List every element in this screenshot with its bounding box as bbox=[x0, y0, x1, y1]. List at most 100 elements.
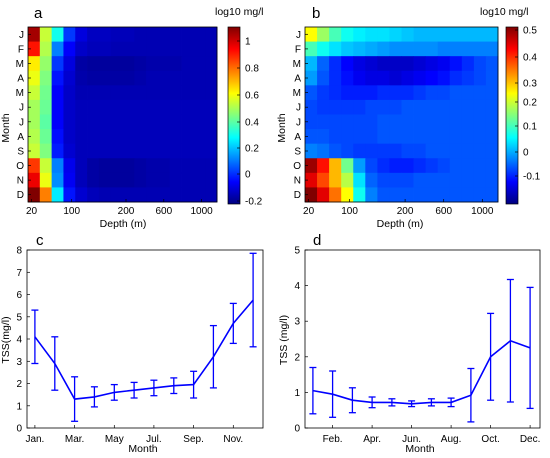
x-tick-label: 200 bbox=[118, 206, 135, 217]
row-tick-label: S bbox=[294, 147, 301, 158]
heatmap-cell bbox=[157, 172, 171, 188]
heatmap-cell bbox=[305, 172, 318, 188]
heatmap-cell bbox=[473, 99, 487, 115]
heatmap-cell bbox=[305, 158, 318, 174]
heatmap-cell bbox=[169, 70, 182, 86]
heatmap-cell bbox=[98, 56, 112, 72]
row-tick-label: M bbox=[16, 88, 24, 99]
x-tick-label: Apr. bbox=[363, 434, 381, 445]
row-tick-label: J bbox=[296, 30, 301, 41]
heatmap-cell bbox=[110, 158, 123, 174]
panel-c-x-ticks: Jan. Mar. May Jul. Sep. Nov. bbox=[25, 425, 243, 445]
heatmap-cell bbox=[305, 187, 318, 203]
heatmap-cell bbox=[485, 56, 499, 72]
heatmap-cell bbox=[169, 99, 182, 115]
heatmap-cell bbox=[449, 114, 463, 130]
heatmap-cell bbox=[413, 70, 427, 86]
heatmap-cell bbox=[28, 158, 41, 174]
heatmap-cell bbox=[63, 99, 76, 115]
heatmap-cell bbox=[146, 143, 159, 159]
heatmap-cell bbox=[413, 56, 427, 72]
heatmap-cell bbox=[425, 129, 439, 145]
y-tick-label: 4 bbox=[16, 335, 22, 346]
heatmap-cell bbox=[28, 56, 41, 72]
colorbar-tick-label: -0.1 bbox=[523, 172, 541, 183]
heatmap-cell bbox=[134, 85, 147, 101]
heatmap-cell bbox=[341, 158, 354, 174]
heatmap-cell bbox=[157, 158, 171, 174]
heatmap-cell bbox=[317, 129, 330, 145]
heatmap-cell bbox=[485, 114, 499, 130]
row-tick-label: D bbox=[17, 190, 24, 201]
heatmap-cell bbox=[63, 114, 76, 130]
heatmap-cell bbox=[473, 129, 487, 145]
colorbar-tick-label: 0.6 bbox=[245, 91, 259, 102]
heatmap-cell bbox=[39, 27, 53, 42]
heatmap-cell bbox=[449, 143, 463, 159]
heatmap-cell bbox=[485, 158, 499, 174]
heatmap-cell bbox=[353, 27, 366, 42]
row-tick-label: J bbox=[19, 103, 24, 114]
heatmap-cell bbox=[98, 70, 112, 86]
row-tick-label: O bbox=[293, 161, 301, 172]
heatmap-cell bbox=[485, 85, 499, 101]
colorbar-tick-label: 0 bbox=[523, 148, 529, 159]
heatmap-cell bbox=[28, 187, 41, 203]
heatmap-cell bbox=[39, 158, 53, 174]
x-tick-label: 1000 bbox=[471, 206, 494, 217]
heatmap-cell bbox=[341, 41, 354, 57]
heatmap-cell bbox=[39, 172, 53, 188]
heatmap-cell bbox=[134, 56, 147, 72]
heatmap-cell bbox=[413, 41, 427, 57]
heatmap-cell bbox=[389, 172, 402, 188]
heatmap-cell bbox=[193, 158, 206, 174]
y-tick-label: 1 bbox=[16, 401, 22, 412]
heatmap-cell bbox=[181, 70, 194, 86]
heatmap-cell bbox=[75, 70, 88, 86]
heatmap-cell bbox=[51, 41, 64, 57]
heatmap-cell bbox=[389, 85, 402, 101]
row-tick-label: M bbox=[16, 59, 24, 70]
heatmap-cell bbox=[205, 85, 218, 101]
heatmap-cell bbox=[401, 27, 414, 42]
heatmap-cell bbox=[341, 187, 354, 203]
heatmap-cell bbox=[110, 129, 123, 145]
heatmap-cell bbox=[193, 27, 206, 42]
heatmap-cell bbox=[449, 85, 463, 101]
heatmap-cell bbox=[75, 158, 88, 174]
heatmap-cell bbox=[485, 99, 499, 115]
heatmap-cell bbox=[449, 129, 463, 145]
heatmap-cell bbox=[473, 187, 487, 203]
heatmap-cell bbox=[473, 172, 487, 188]
y-tick-label: 1 bbox=[294, 388, 300, 399]
heatmap-cell bbox=[134, 187, 147, 203]
heatmap-cell bbox=[377, 56, 390, 72]
heatmap-cell bbox=[75, 99, 88, 115]
heatmap-cell bbox=[377, 70, 390, 86]
y-tick-label: 2 bbox=[294, 352, 300, 363]
heatmap-cell bbox=[329, 187, 342, 203]
colorbar-tick-label: 0.3 bbox=[523, 79, 537, 90]
heatmap-cell bbox=[169, 56, 182, 72]
heatmap-cell bbox=[63, 158, 76, 174]
row-tick-label: M bbox=[293, 88, 301, 99]
heatmap-cell bbox=[365, 99, 378, 115]
heatmap-cell bbox=[51, 70, 64, 86]
heatmap-cell bbox=[377, 85, 390, 101]
heatmap-cell bbox=[157, 41, 171, 57]
heatmap-cell bbox=[485, 41, 499, 57]
heatmap-cell bbox=[51, 129, 64, 145]
heatmap-cell bbox=[353, 129, 366, 145]
heatmap-cell bbox=[377, 99, 390, 115]
panel-d-letter: d bbox=[313, 232, 321, 249]
heatmap-cell bbox=[353, 158, 366, 174]
x-tick-label: Dec. bbox=[520, 434, 541, 445]
x-tick-label: 600 bbox=[155, 206, 172, 217]
heatmap-cell bbox=[437, 27, 451, 42]
heatmap-cell bbox=[75, 41, 88, 57]
heatmap-cell bbox=[193, 85, 206, 101]
heatmap-cell bbox=[329, 41, 342, 57]
panel-d-series-line bbox=[312, 339, 531, 405]
heatmap-cell bbox=[193, 129, 206, 145]
